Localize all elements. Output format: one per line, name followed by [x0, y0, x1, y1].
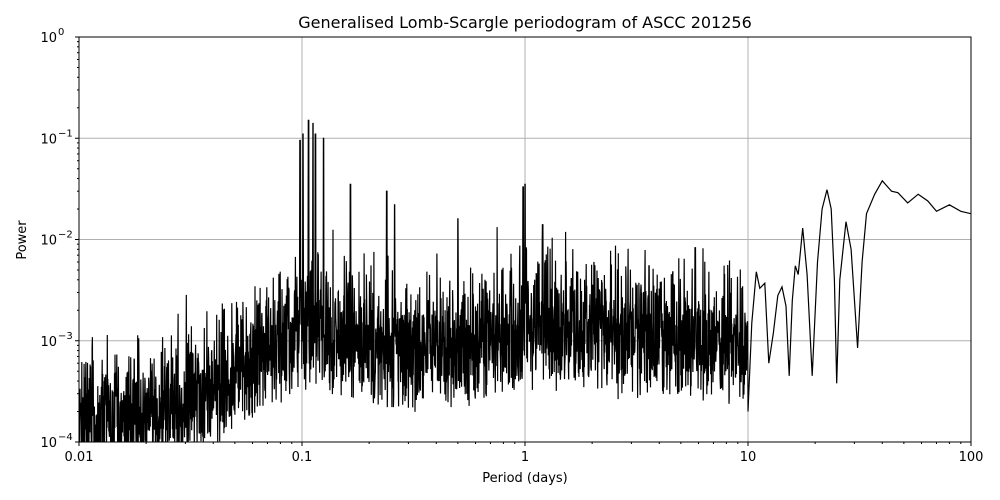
power-curve [79, 119, 971, 442]
y-tick-label: 10 [40, 335, 57, 350]
x-axis-label: Period (days) [482, 471, 568, 486]
x-tick-label: 100 [959, 450, 984, 465]
y-tick-label: 10 [40, 436, 57, 451]
y-tick-exponent: −3 [58, 331, 73, 342]
y-axis-label: Power [15, 220, 30, 260]
x-tick-label: 0.1 [292, 450, 313, 465]
x-tick-label: 1 [521, 450, 529, 465]
y-tick-label: 10 [40, 132, 57, 147]
x-tick-label: 0.01 [65, 450, 94, 465]
gls-power-line [79, 119, 971, 442]
x-tick-label: 10 [740, 450, 757, 465]
y-tick-exponent: −2 [58, 230, 73, 241]
y-tick-exponent: −4 [58, 432, 73, 443]
chart-title: Generalised Lomb-Scargle periodogram of … [298, 13, 752, 32]
y-tick-label: 10 [40, 234, 57, 249]
y-tick-label: 10 [40, 31, 57, 46]
y-tick-exponent: −1 [58, 128, 73, 139]
y-tick-exponent: 0 [58, 27, 64, 38]
